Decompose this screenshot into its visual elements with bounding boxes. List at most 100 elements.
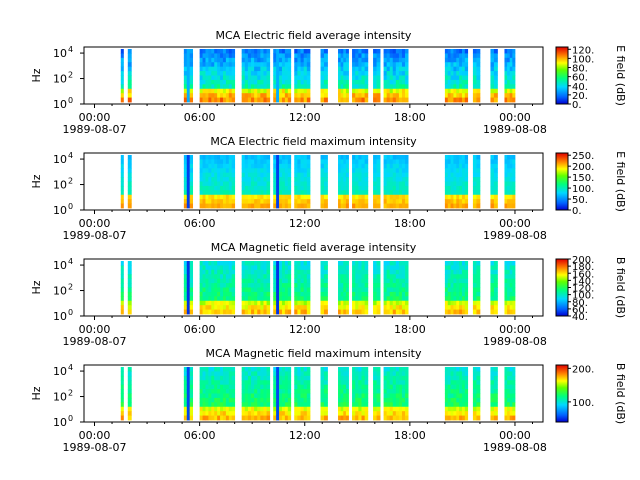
spectrogram-cell [358, 163, 362, 169]
spectrogram-cell [225, 190, 230, 196]
spectrogram-cell [214, 88, 218, 94]
spectrogram-cell [345, 159, 349, 165]
spectrogram-cell [386, 177, 391, 182]
spectrogram-cell [297, 287, 301, 293]
spectrogram-cell [358, 84, 362, 90]
spectrogram-cell [472, 406, 477, 412]
spectrogram-cell [183, 397, 188, 403]
spectrogram-cell [273, 278, 277, 284]
spectrogram-cell [453, 97, 457, 103]
y-tick-base: 10 [53, 47, 67, 60]
spectrogram-cell [247, 199, 252, 204]
spectrogram-cell [231, 380, 236, 386]
spectrogram-cell [214, 163, 218, 169]
spectrogram-cell [389, 371, 394, 377]
spectrogram-cell [260, 265, 264, 271]
spectrogram-cell [447, 269, 451, 275]
spectrogram-cell [493, 389, 498, 394]
spectrogram-cell [260, 62, 264, 68]
spectrogram-cell [364, 305, 369, 310]
spectrogram-cell [273, 177, 277, 182]
spectrogram-cell [447, 97, 451, 103]
spectrogram-cell [273, 163, 277, 169]
spectrogram-cell [512, 265, 516, 271]
spectrogram-cell [464, 57, 469, 63]
spectrogram-cell [120, 177, 124, 182]
spectrogram-cell [340, 190, 344, 196]
spectrogram-cell [211, 265, 215, 271]
y-tick-label: 10 [53, 365, 67, 378]
spectrogram-cell [222, 93, 227, 98]
spectrogram-cell [405, 181, 409, 187]
spectrogram-cell [461, 411, 466, 416]
spectrogram-cell [257, 402, 261, 408]
spectrogram-cell [504, 199, 508, 204]
spectrogram-cell [244, 300, 249, 306]
spectrogram-cell [279, 168, 283, 174]
spectrogram-cell [444, 371, 449, 377]
spectrogram-cell [338, 269, 342, 275]
spectrogram-cell [512, 380, 516, 386]
spectrogram-cell [512, 291, 516, 297]
spectrogram-cell [127, 84, 132, 90]
spectrogram-cell [257, 283, 261, 288]
spectrogram-cell [361, 66, 366, 72]
spectrogram-cell [260, 402, 264, 408]
spectrogram-cell [512, 261, 516, 266]
spectrogram-cell [297, 309, 301, 315]
spectrogram-cell [205, 84, 209, 90]
spectrogram-cell [297, 367, 301, 372]
spectrogram-cell [284, 71, 289, 76]
y-axis-label: Hz [30, 68, 43, 82]
spectrogram-cell [507, 88, 511, 94]
spectrogram-cell [222, 371, 227, 377]
spectrogram-cell [401, 194, 406, 200]
spectrogram-cell [352, 371, 356, 377]
spectrogram-cell [493, 190, 498, 196]
spectrogram-cell [507, 367, 511, 372]
spectrogram-cell [257, 269, 261, 275]
spectrogram-cell [383, 389, 388, 394]
spectrogram-cell [266, 199, 271, 204]
spectrogram-cell [453, 168, 457, 174]
spectrogram-cell [241, 380, 246, 386]
spectrogram-cell [490, 287, 495, 293]
spectrogram-cell [405, 389, 409, 394]
spectrogram-cell [507, 265, 511, 271]
spectrogram-cell [241, 389, 246, 394]
spectrogram-cell [222, 278, 227, 284]
spectrogram-cell [493, 79, 498, 85]
spectrogram-cell [461, 375, 466, 381]
spectrogram-cell [476, 97, 481, 103]
spectrogram-cell [490, 296, 495, 302]
spectrogram-cell [504, 287, 508, 293]
spectrogram-cell [512, 199, 516, 204]
spectrogram-cell [189, 406, 194, 412]
spectrogram-cell [352, 283, 356, 288]
spectrogram-cell [398, 367, 403, 372]
spectrogram-cell [373, 71, 377, 76]
spectrogram-cell [401, 397, 406, 403]
spectrogram-cell [456, 411, 460, 416]
spectrogram-cell [392, 402, 397, 408]
spectrogram-cell [338, 291, 342, 297]
spectrogram-cell [376, 406, 381, 412]
spectrogram-cell [461, 97, 466, 103]
spectrogram-cell [257, 181, 261, 187]
spectrogram-cell [355, 411, 359, 416]
x-tick-time: 00:00 [79, 217, 111, 230]
spectrogram-cell [303, 79, 308, 85]
spectrogram-cell [450, 261, 454, 266]
spectrogram-cell [352, 75, 356, 81]
spectrogram-cell [300, 75, 305, 81]
spectrogram-cell [464, 88, 469, 94]
spectrogram-cell [300, 49, 305, 54]
spectrogram-cell [244, 367, 249, 372]
spectrogram-cell [225, 380, 230, 386]
y-tick-base: 10 [53, 73, 67, 86]
spectrogram-cell [228, 375, 233, 381]
spectrogram-cell [507, 397, 511, 403]
spectrogram-cell [352, 177, 356, 182]
spectrogram-cell [324, 53, 328, 59]
spectrogram-cell [241, 62, 246, 68]
